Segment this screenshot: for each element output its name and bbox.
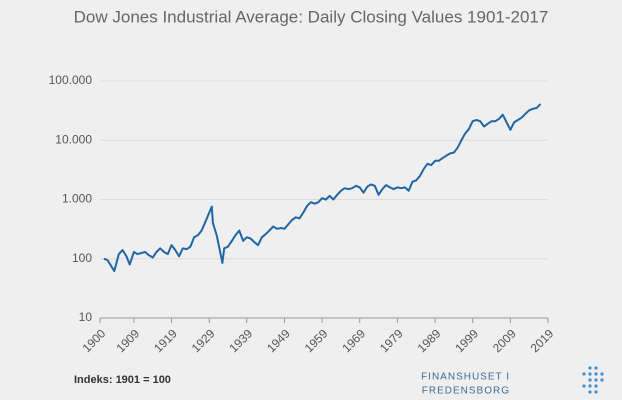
chart-title: Dow Jones Industrial Average: Daily Clos…	[74, 7, 549, 26]
logo-text: FINANSHUSET I	[421, 372, 510, 383]
y-tick-label: 100	[72, 251, 92, 265]
y-tick-label: 10	[79, 310, 93, 324]
logo-icon	[582, 366, 604, 394]
y-tick-label: 10.000	[55, 132, 92, 146]
y-tick-label: 100.000	[49, 73, 93, 87]
logo-text: FREDENSBORG	[422, 386, 510, 397]
line-series	[103, 103, 542, 273]
y-tick-label: 1.000	[62, 192, 92, 206]
note: Indeks: 1901 = 100	[74, 374, 171, 386]
